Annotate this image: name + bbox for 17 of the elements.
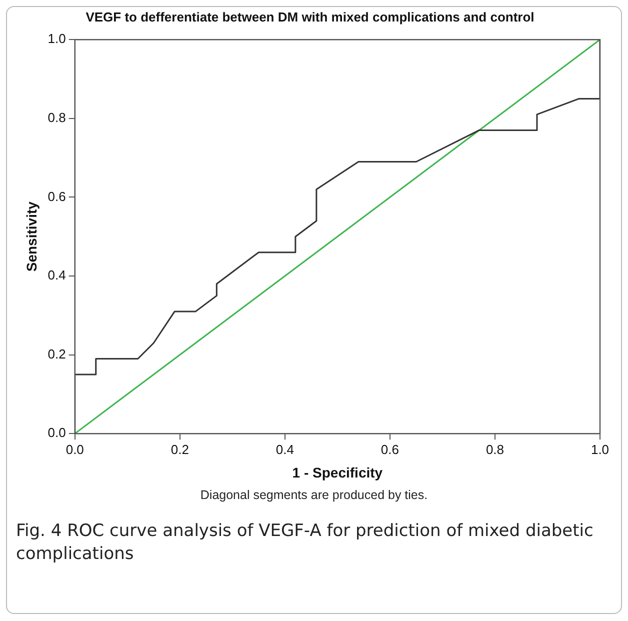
text: Diagonal segments are produced by ties. bbox=[199, 488, 429, 502]
y-tick-label: 0.0 bbox=[48, 425, 66, 440]
y-tick-label: 0.6 bbox=[48, 188, 66, 204]
x-tick-label: 0.0 bbox=[66, 442, 84, 457]
chart-title: VEGF to defferentiate between DM with mixed complications and control bbox=[86, 9, 534, 24]
y-tick-label: 0.2 bbox=[48, 346, 66, 362]
y-tick-label: 1.0 bbox=[48, 31, 66, 46]
y-axis-title: Sensitivity bbox=[23, 201, 40, 272]
y-tick-label: 0.8 bbox=[48, 110, 66, 125]
caption: Fig. 4 ROC curve analysis of VEGF-A for prediction of mixed diabetic complications bbox=[16, 520, 594, 566]
y-tick-label: 0.4 bbox=[48, 268, 66, 283]
x-tick-label: 0.6 bbox=[380, 442, 399, 457]
x-tick-label: 0.4 bbox=[276, 442, 294, 457]
x-tick-label: 1.0 bbox=[590, 442, 610, 457]
x-tick-label: 0.2 bbox=[170, 442, 189, 457]
x-tick-label: 0.8 bbox=[486, 442, 504, 457]
x-axis-title: 1 - Specificity bbox=[292, 464, 383, 480]
